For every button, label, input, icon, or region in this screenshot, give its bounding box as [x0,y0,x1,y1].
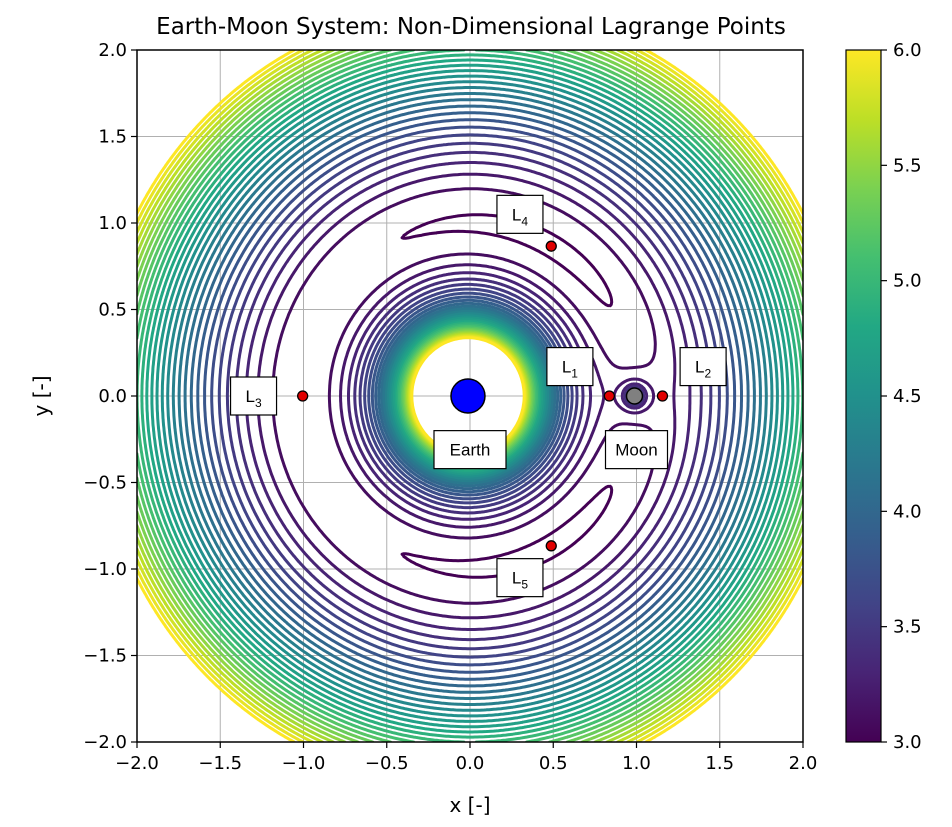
y-tick-label: 1.0 [98,213,127,234]
label-earth-text: Earth [450,441,491,460]
x-tick-label: −1.0 [282,753,326,774]
label-moon: Moon [604,430,669,470]
lagrange-point-L4 [545,240,557,252]
label-L4: L4 [496,194,544,234]
colorbar-tick-label: 6.0 [893,40,922,61]
lagrange-point-L2 [656,390,669,402]
contour-level [183,98,756,694]
y-axis-ticks: 2.0 1.5 1.0 0.5 0.0 −0.5 −1.0 −1.5 −2.0 [83,40,137,753]
x-axis-label: x [-] [449,793,490,817]
contour-level [140,53,800,739]
label-L3: L3 [229,376,278,416]
contour-lines [137,50,803,742]
label-L4-box [496,194,544,234]
x-tick-label: −1.5 [198,753,242,774]
colorbar [845,49,882,743]
contour-level [256,172,677,620]
label-L3-box [229,376,278,416]
body-moon [625,387,644,405]
label-moon-text: Moon [615,441,658,460]
contour-level [145,58,795,734]
body-earth [450,378,486,414]
colorbar-tick-label: 5.0 [893,271,922,292]
lagrange-point-L3 [297,390,309,402]
y-tick-label: 0.0 [98,386,127,407]
x-tick-label: 1.5 [705,753,734,774]
contour-level [217,133,721,659]
lagrange-point-L1 [603,390,616,402]
y-tick-label: 0.5 [98,300,127,321]
contour-level [189,104,750,688]
contour-level [155,69,785,723]
contour-level [234,150,703,642]
contour-level [177,92,762,700]
x-tick-label: 2.0 [789,753,818,774]
x-tick-label: 0.5 [539,753,568,774]
label-L5: L5 [496,558,544,598]
markers [297,240,669,552]
contour-level [160,74,779,718]
chart-title: Earth-Moon System: Non-Dimensional Lagra… [156,14,786,40]
colorbar-tick-label: 5.5 [893,155,922,176]
colorbar-tick-label: 3.0 [893,732,922,753]
label-L2: L2 [679,346,727,387]
label-L2-text: L2 [695,358,711,381]
contour-level [137,50,803,742]
contour-level [150,63,790,729]
x-tick-label: −2.0 [115,753,159,774]
x-axis-ticks: −2.0 −1.5 −1.0 −0.5 0.0 0.5 1.0 1.5 2.0 [115,742,817,774]
colorbar-tick-label: 4.5 [893,386,922,407]
contour-level [137,50,803,742]
colorbar-ticks: 6.0 5.5 5.0 4.5 4.0 3.5 3.0 [881,40,922,753]
y-tick-label: 2.0 [98,40,127,61]
label-L3-text: L3 [245,387,261,410]
x-tick-label: 0.0 [456,753,485,774]
label-earth: Earth [433,430,507,470]
contour-level [196,111,743,681]
y-axis-label: y [-] [29,375,53,416]
label-L4-text: L4 [512,205,528,228]
y-tick-label: −1.0 [83,559,127,580]
y-tick-label: −0.5 [83,473,127,494]
label-L1-text: L1 [562,358,578,381]
contour-level [225,141,713,651]
colorbar-tick-label: 4.0 [893,501,922,522]
label-L1-box [546,346,594,387]
lagrange-point-L5 [545,540,557,552]
colorbar-tick-label: 3.5 [893,617,922,638]
y-tick-label: 1.5 [98,127,127,148]
x-tick-label: 1.0 [622,753,651,774]
label-L5-box [496,558,544,598]
y-tick-label: −2.0 [83,732,127,753]
label-L2-box [679,346,727,387]
y-tick-label: −1.5 [83,646,127,667]
contour-level [171,86,768,706]
label-moon-box [604,430,669,470]
label-L5-text: L5 [512,569,528,592]
contour-level [166,80,774,712]
x-tick-label: −0.5 [365,753,409,774]
annotations: Earth Moon L1 L2 L3 L4 L5 [229,194,727,598]
label-L1: L1 [546,346,594,387]
label-earth-box [433,430,507,470]
